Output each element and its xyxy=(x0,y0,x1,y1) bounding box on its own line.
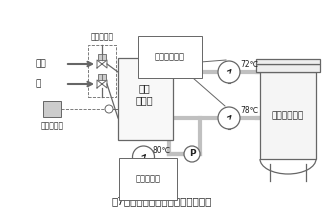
Circle shape xyxy=(105,105,113,113)
Text: 自動制御弁: 自動制御弁 xyxy=(90,32,114,41)
Circle shape xyxy=(133,146,155,168)
Bar xyxy=(256,64,320,72)
Text: 熱水
タンク: 熱水 タンク xyxy=(136,83,153,105)
Circle shape xyxy=(184,146,200,162)
Text: 昇温が遅い: 昇温が遅い xyxy=(135,174,160,184)
Text: 72℃: 72℃ xyxy=(240,60,258,69)
Bar xyxy=(88,45,116,97)
Circle shape xyxy=(218,107,240,129)
Bar xyxy=(256,59,320,64)
Text: 温度差がある: 温度差がある xyxy=(155,53,185,61)
Text: 蒸気: 蒸気 xyxy=(35,60,46,68)
Text: P: P xyxy=(189,149,195,159)
Bar xyxy=(118,58,173,140)
Text: 図7　ジャケット釜の改善前の配管: 図7 ジャケット釜の改善前の配管 xyxy=(112,196,212,206)
Circle shape xyxy=(218,61,240,83)
Text: 78℃: 78℃ xyxy=(240,106,258,115)
Bar xyxy=(260,72,316,159)
Text: 80℃: 80℃ xyxy=(153,146,171,155)
Text: 温度調節計: 温度調節計 xyxy=(40,121,64,130)
Bar xyxy=(43,101,61,117)
Text: ジャケット釜: ジャケット釜 xyxy=(272,112,304,120)
Bar xyxy=(98,74,106,80)
Bar xyxy=(98,54,106,60)
Text: 水: 水 xyxy=(35,80,40,88)
